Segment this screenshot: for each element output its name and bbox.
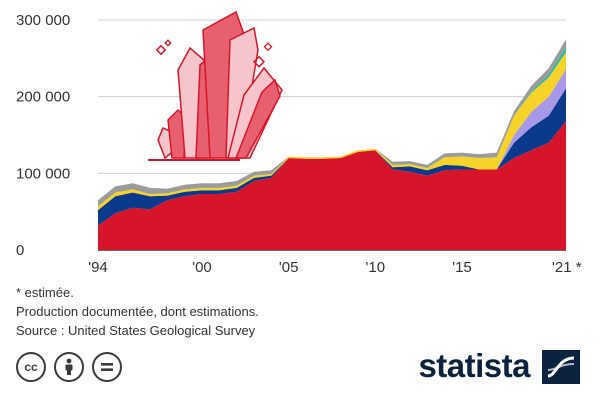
area-series-4 (98, 52, 566, 211)
x-tick-label: '05 (279, 259, 299, 276)
area-series-1 (98, 121, 566, 250)
x-tick-label: '21 * (552, 259, 582, 276)
y-tick-label: 0 (16, 242, 24, 259)
no-derivatives-icon[interactable] (92, 352, 122, 382)
y-tick-label: 100 000 (16, 165, 70, 182)
x-tick-labels: '94 '00 '05 '10 '15 '21 * (88, 259, 581, 276)
statista-logo-icon[interactable] (542, 350, 580, 384)
chart-notes: * estimée. Production documentée, dont e… (16, 283, 259, 340)
area-series-6 (98, 39, 566, 207)
person-icon (65, 358, 73, 375)
production-note: Production documentée, dont estimations. (16, 304, 259, 319)
estimate-note: * estimée. (16, 285, 74, 300)
x-tick-label: '94 (88, 259, 108, 276)
equals-icon (101, 363, 113, 371)
y-tick-label: 300 000 (16, 12, 70, 29)
y-tick-labels: 0 100 000 200 000 300 000 (16, 12, 70, 259)
source-note: Source : United States Geological Survey (16, 323, 256, 338)
attribution-icon[interactable] (54, 352, 84, 382)
cc-label: cc (24, 360, 38, 374)
x-tick-label: '15 (452, 259, 472, 276)
crystal-cluster-icon (148, 10, 283, 161)
statista-logo-text[interactable]: statista (418, 347, 530, 384)
x-tick-label: '00 (192, 259, 212, 276)
creative-commons-icon[interactable]: cc (16, 352, 46, 382)
y-tick-label: 200 000 (16, 89, 70, 106)
area-series (98, 39, 566, 250)
area-series-2 (98, 88, 566, 226)
chart: 0 100 000 200 000 300 000 '94 '00 '05 '10 '15 '2… (16, 10, 582, 276)
x-tick-label: '10 (366, 259, 386, 276)
